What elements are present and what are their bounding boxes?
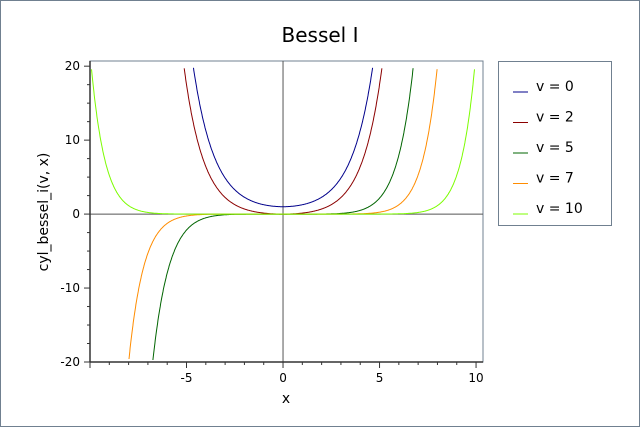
x-tick-label: 5: [376, 371, 384, 385]
x-tick-label: 10: [468, 371, 483, 385]
plot-area: [89, 60, 484, 363]
x-tick-label: 0: [279, 371, 287, 385]
y-tick-label: -10: [60, 281, 80, 295]
series-line-v10: [91, 69, 475, 215]
y-tick-label: -20: [60, 355, 80, 369]
series-line-v0: [193, 67, 374, 208]
legend-label: v = 5: [536, 140, 574, 156]
legend-label: v = 0: [536, 79, 574, 95]
y-tick-label: 20: [65, 59, 80, 73]
legend-label: v = 2: [536, 110, 574, 126]
x-tick-label: -5: [181, 371, 193, 385]
x-axis-label: x: [282, 391, 290, 407]
y-axis-label: cyl_bessel_i(v, x): [36, 153, 52, 272]
legend-label: v = 7: [536, 171, 574, 187]
legend: [498, 61, 612, 226]
y-tick-label: 0: [72, 207, 80, 221]
y-tick-label: 10: [65, 133, 80, 147]
legend-label: v = 10: [536, 201, 583, 217]
chart-title: Bessel I: [282, 23, 359, 47]
